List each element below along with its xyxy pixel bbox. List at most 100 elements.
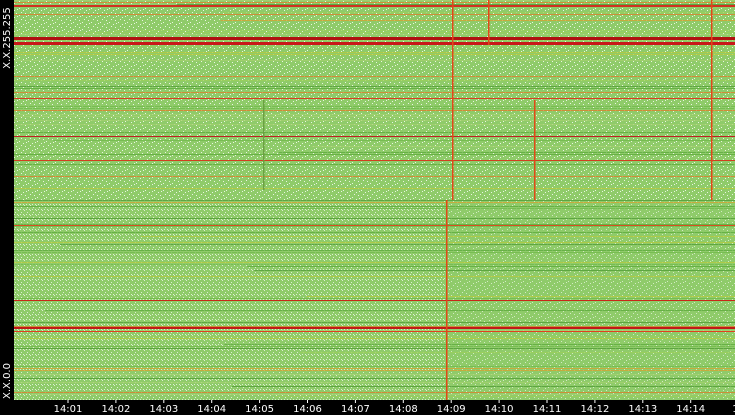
hot-column (488, 0, 490, 45)
hot-column (446, 200, 448, 400)
row-stripe (14, 326, 735, 327)
row-stripe (14, 264, 735, 265)
row-stripe (14, 76, 735, 77)
row-stripe (14, 116, 735, 117)
row-stripe (306, 296, 735, 297)
row-stripe (14, 14, 735, 15)
row-stripe (14, 2, 735, 3)
row-stripe (30, 394, 735, 395)
row-stripe (14, 92, 735, 93)
x-tick-label: 14:10 (485, 404, 514, 415)
row-stripe (14, 164, 735, 165)
row-stripe (14, 110, 735, 111)
row-stripe (278, 152, 735, 153)
row-stripe (113, 30, 735, 31)
row-stripe (14, 154, 735, 155)
x-tick-label: 14:12 (580, 404, 609, 415)
x-tick-label: 14:01 (54, 404, 83, 415)
row-stripe (14, 106, 735, 107)
hot-row (14, 5, 735, 7)
row-stripe (14, 348, 735, 349)
row-stripe (14, 108, 735, 109)
hot-row (14, 331, 735, 332)
row-stripe (260, 208, 735, 209)
row-stripe (140, 236, 735, 237)
row-stripe (14, 54, 735, 55)
x-tick-label: 14:07 (341, 404, 370, 415)
row-stripe (53, 140, 735, 141)
row-stripe (223, 344, 735, 345)
row-stripe (14, 338, 735, 339)
hot-row (14, 98, 735, 99)
hot-row (14, 327, 735, 329)
row-stripe (300, 352, 735, 353)
hot-column (263, 100, 265, 190)
row-stripe (14, 366, 735, 367)
row-stripe (14, 322, 735, 323)
row-stripe (14, 262, 735, 263)
row-stripe (311, 146, 735, 147)
row-stripe (14, 124, 735, 125)
row-stripe (176, 4, 735, 5)
row-stripe (14, 176, 735, 177)
x-axis: 14:01 14:02 14:03 14:04 14:05 14:06 14:07 14:08… (54, 400, 735, 415)
row-stripe (14, 0, 735, 1)
x-tick-label: 14:05 (245, 404, 274, 415)
row-stripe (14, 132, 735, 133)
row-stripe (14, 114, 735, 115)
y-label-bottom: X.X.0.0 (2, 363, 13, 399)
heat-area (14, 0, 735, 400)
row-stripe (274, 396, 735, 397)
row-stripe (14, 370, 735, 371)
row-stripe (14, 374, 735, 375)
row-stripe (14, 34, 735, 35)
row-stripe (14, 382, 735, 383)
x-tick-label: 14:08 (389, 404, 418, 415)
row-stripe (14, 52, 735, 53)
x-tick-label: 14:03 (149, 404, 178, 415)
row-stripe (14, 368, 735, 369)
row-stripe (14, 336, 735, 337)
hot-row (14, 37, 735, 40)
speckle (14, 0, 735, 200)
x-tick-label: 14:14 (676, 404, 705, 415)
row-stripe (115, 330, 735, 331)
hot-row (14, 160, 735, 161)
row-stripe (14, 200, 735, 201)
hot-row (14, 136, 735, 137)
row-stripe (14, 46, 735, 47)
row-stripe (59, 244, 735, 245)
row-stripe (14, 206, 735, 207)
row-stripe (14, 32, 735, 33)
x-tick-label: 14:06 (293, 404, 322, 415)
row-stripe (14, 378, 735, 379)
row-stripe (14, 232, 735, 233)
row-stripe (254, 270, 735, 271)
row-stripe (220, 20, 735, 21)
row-stripe (247, 266, 735, 267)
row-stripe (14, 120, 735, 121)
y-label-top: X.X.255.255 (2, 7, 13, 68)
row-stripe (14, 226, 735, 227)
row-stripe (14, 346, 735, 347)
row-stripe (14, 252, 735, 253)
hot-column (452, 0, 454, 200)
hot-column (534, 100, 536, 200)
row-stripe (14, 298, 735, 299)
x-tick-label: 14:13 (628, 404, 657, 415)
row-stripe (223, 12, 735, 13)
x-tick-label: 14:11 (533, 404, 562, 415)
hot-row (14, 42, 735, 45)
row-stripe (14, 392, 735, 393)
row-stripe (14, 224, 735, 225)
x-tick-label: 14:02 (101, 404, 130, 415)
row-stripe (14, 188, 735, 189)
hot-row (14, 300, 735, 301)
hot-column (711, 0, 713, 200)
row-stripe (232, 386, 735, 387)
row-stripe (14, 202, 735, 203)
row-stripe (14, 242, 735, 243)
x-tick-label: 14:04 (197, 404, 226, 415)
row-stripe (14, 40, 735, 41)
